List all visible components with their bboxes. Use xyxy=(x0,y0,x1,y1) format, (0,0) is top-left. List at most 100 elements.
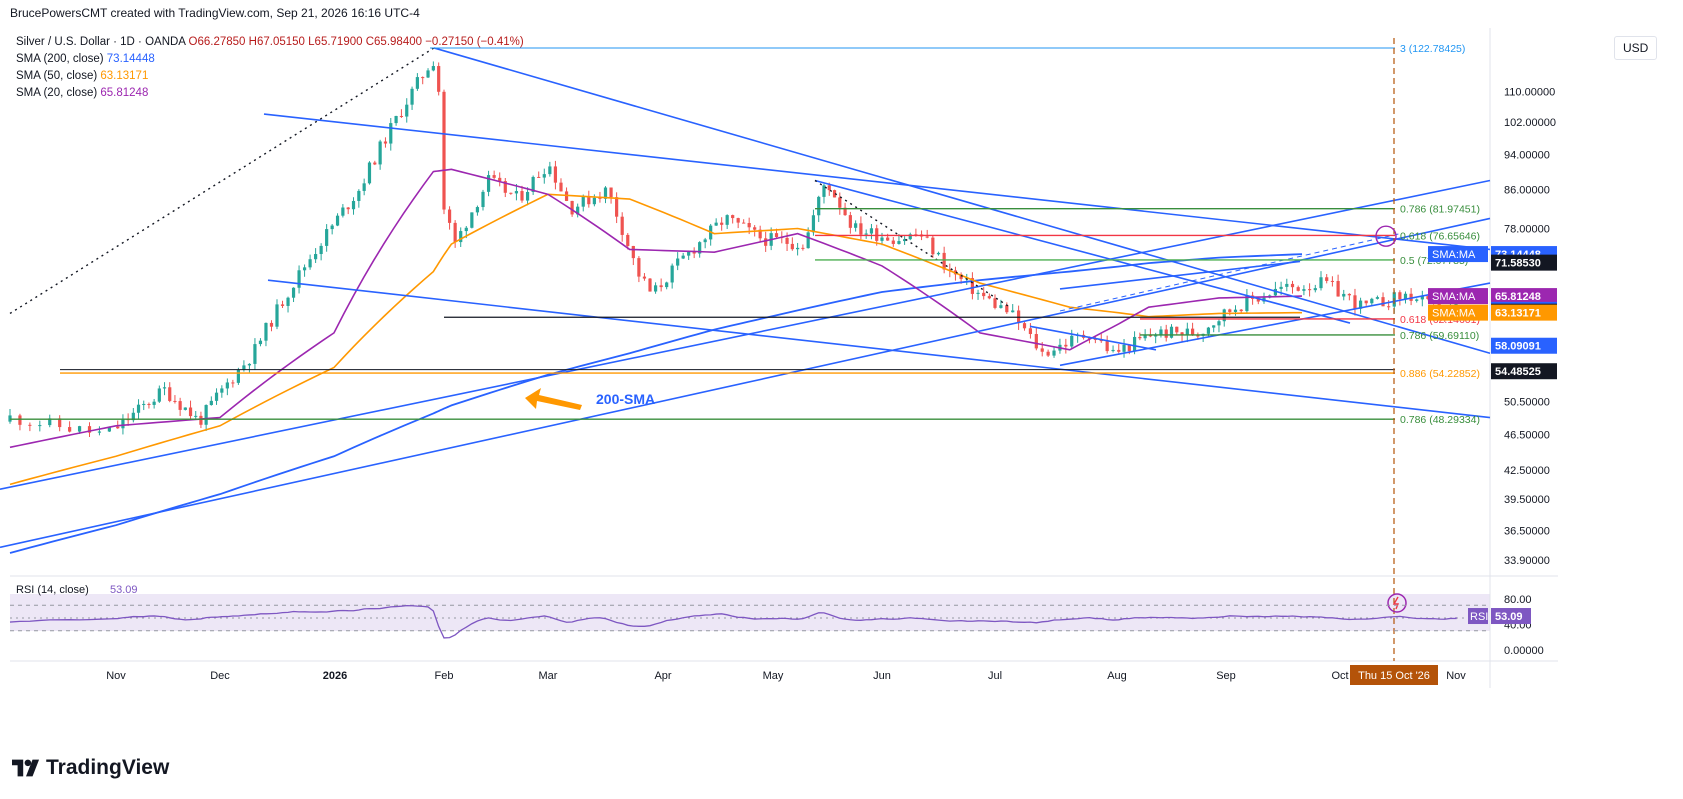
indicator-sma20[interactable]: SMA (20, close) 65.81248 xyxy=(16,85,524,102)
ohlc-low: L65.71900 xyxy=(308,36,363,48)
ohlc-close: C65.98400 xyxy=(365,36,423,48)
trend-line xyxy=(433,47,1491,355)
price-axis-label: 94.00000 xyxy=(1504,149,1550,161)
candle-body xyxy=(1415,299,1419,301)
candle-body xyxy=(231,382,235,384)
candle-body xyxy=(1336,280,1340,297)
currency-button[interactable]: USD xyxy=(1614,36,1658,60)
candle-body xyxy=(982,292,986,297)
candle-body xyxy=(314,254,318,260)
trend-line xyxy=(814,179,1351,324)
indicator-sma200[interactable]: SMA (200, close) 73.14448 xyxy=(16,51,524,68)
ohlc-change: −0.27150 (−0.41%) xyxy=(425,36,524,48)
candle-body xyxy=(542,174,546,178)
candle-body xyxy=(1222,309,1226,322)
price-tag-label-bg xyxy=(1428,304,1488,321)
candle-body xyxy=(1296,287,1300,291)
candle-body xyxy=(1138,336,1142,339)
candle-body xyxy=(1206,327,1211,334)
candle-body xyxy=(253,344,257,364)
candle-body xyxy=(827,185,831,191)
candle-body xyxy=(1358,300,1363,309)
price-tag-value: 71.58530 xyxy=(1495,258,1541,270)
candle-body xyxy=(209,400,213,406)
price-axis-label: 46.50000 xyxy=(1504,429,1550,441)
candle-body xyxy=(1217,321,1221,326)
candle-body xyxy=(28,424,32,426)
trend-line xyxy=(1059,282,1491,367)
price-axis-label: 86.00000 xyxy=(1504,185,1550,197)
trend-line xyxy=(1059,260,1301,290)
candle-body xyxy=(1403,293,1408,300)
candle-body xyxy=(1022,323,1027,329)
candle-body xyxy=(1228,309,1232,312)
trend-line xyxy=(0,217,1491,549)
candle-body xyxy=(859,223,863,235)
candle-body xyxy=(687,251,691,256)
price-tag: SMA:MA 63.13171 xyxy=(1428,304,1557,321)
price-axis: 110.00000 102.00000 94.00000 86.00000 78.000… xyxy=(1504,87,1556,567)
highlight-circle xyxy=(1375,225,1397,247)
candle-body xyxy=(77,426,82,432)
candle-body xyxy=(383,141,388,144)
time-axis-label: Jul xyxy=(988,670,1002,682)
candle-body xyxy=(592,197,596,205)
candle-body xyxy=(1034,334,1038,349)
candle-body xyxy=(204,405,208,425)
candle-body xyxy=(357,190,361,201)
candle-body xyxy=(620,216,624,235)
candle-body xyxy=(559,182,563,192)
date-marker-tag: Thu 15 Oct '26 xyxy=(1358,670,1430,682)
candle-body xyxy=(447,209,452,223)
candle-body xyxy=(431,66,435,71)
candle-body xyxy=(1111,349,1115,352)
tradingview-logo[interactable]: TradingView xyxy=(12,756,169,780)
candle-body xyxy=(736,218,740,223)
candle-body xyxy=(897,241,901,244)
price-axis-label: 33.90000 xyxy=(1504,555,1550,567)
fib-level-label: 0.886 (54.22852) xyxy=(1400,368,1480,380)
dashed-channel-line xyxy=(1059,233,1401,312)
candle-body xyxy=(531,176,535,192)
candle-body xyxy=(394,115,398,124)
candle-body xyxy=(351,200,356,210)
candle-body xyxy=(1313,288,1317,291)
candle-body xyxy=(194,415,198,417)
candle-body xyxy=(1154,335,1158,337)
candle-body xyxy=(1375,297,1380,299)
price-axis-label: 42.50000 xyxy=(1504,465,1550,477)
candle-body xyxy=(817,196,821,216)
fib-level-label: 0.786 (48.29334) xyxy=(1400,414,1480,426)
candle-body xyxy=(503,181,507,193)
indicator-sma50[interactable]: SMA (50, close) 63.13171 xyxy=(16,68,524,85)
candle-body xyxy=(553,166,558,183)
candle-body xyxy=(1028,328,1033,335)
price-axis-label: 36.50000 xyxy=(1504,526,1550,538)
time-axis-label: Sep xyxy=(1216,670,1236,682)
rsi-tag-value: 53.09 xyxy=(1495,611,1523,623)
candle-body xyxy=(1256,298,1260,302)
arrow-left-icon xyxy=(525,388,582,410)
header-attribution: BrucePowersCMT created with TradingView.… xyxy=(10,6,420,20)
alert-icon xyxy=(1387,593,1407,613)
candle-body xyxy=(570,200,574,215)
candle-body xyxy=(1005,305,1009,313)
time-axis-label: Oct xyxy=(1331,670,1348,682)
candle-body xyxy=(286,297,290,306)
candle-body xyxy=(1143,335,1147,339)
candle-body xyxy=(725,215,729,225)
price-tag-value-bg xyxy=(1491,304,1557,321)
candle-body xyxy=(959,274,963,279)
candle-body xyxy=(801,247,805,249)
candle-body xyxy=(576,206,580,215)
candle-body xyxy=(236,369,240,383)
candle-body xyxy=(886,237,890,241)
price-tag-label-bg xyxy=(1428,288,1488,305)
price-tag: 71.58530 xyxy=(1491,254,1557,271)
candle-body xyxy=(199,415,203,425)
ohlc-open: O66.27850 xyxy=(188,36,246,48)
candle-body xyxy=(1164,329,1168,338)
candle-body xyxy=(335,215,340,226)
candle-body xyxy=(1093,338,1097,340)
